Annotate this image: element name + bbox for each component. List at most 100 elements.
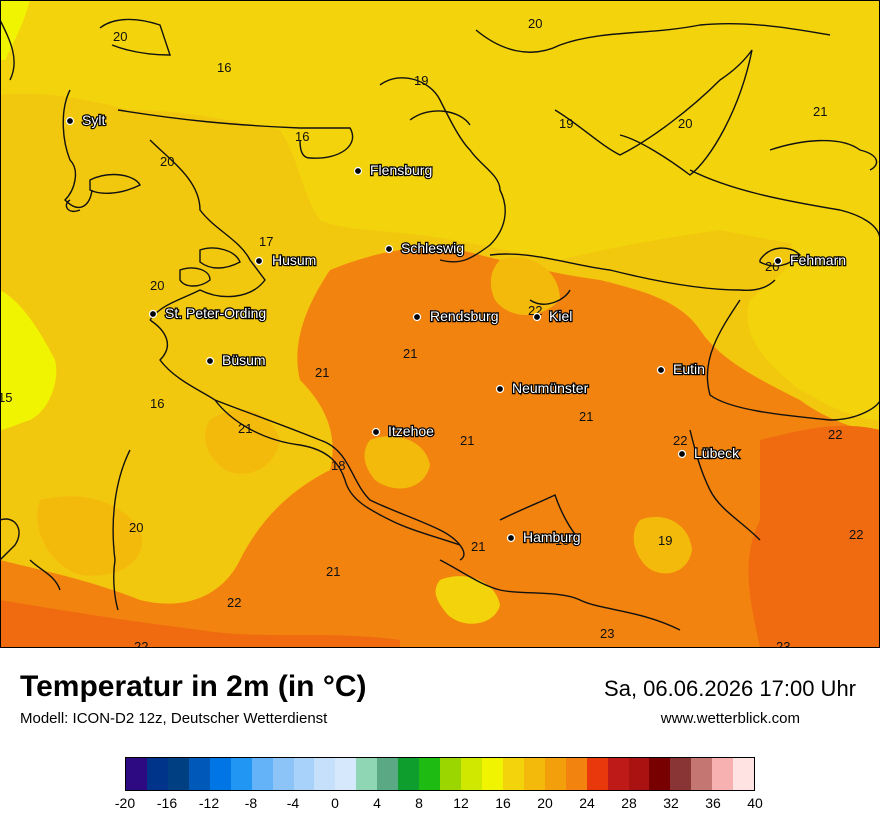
- color-legend-swatch: [146, 758, 168, 790]
- city-fehmarn[interactable]: Fehmarn: [773, 251, 847, 269]
- color-legend-swatch: [335, 758, 357, 790]
- temp-label: 23: [600, 626, 614, 641]
- sea-area-north: [0, 0, 880, 260]
- temp-label: 20: [528, 16, 542, 31]
- svg-text:Lübeck: Lübeck: [694, 445, 740, 461]
- svg-text:Schleswig: Schleswig: [401, 240, 464, 256]
- color-legend-swatch: [251, 758, 273, 790]
- temp-label: 21: [326, 564, 340, 579]
- color-legend-swatch: [586, 758, 608, 790]
- color-legend-ticks: -20 -16 -12 -8 -4 0 4 8 12 16 20 24 28 32 36 40: [0, 795, 880, 815]
- color-legend-swatch: [649, 758, 671, 790]
- city-itzehoe[interactable]: Itzehoe: [371, 422, 435, 440]
- svg-text:Rendsburg: Rendsburg: [430, 308, 499, 324]
- svg-text:Hamburg: Hamburg: [523, 529, 581, 545]
- temp-label: 20: [678, 116, 692, 131]
- temp-label: 21: [403, 346, 417, 361]
- temp-label: 22: [227, 595, 241, 610]
- color-legend-tick-label: 0: [331, 795, 339, 811]
- temp-label: 21: [460, 433, 474, 448]
- temp-label: 19: [559, 116, 573, 131]
- temp-label: 20: [113, 29, 127, 44]
- color-legend-swatch: [712, 758, 734, 790]
- color-legend-swatch: [356, 758, 378, 790]
- temp-label: 16: [217, 60, 231, 75]
- color-legend-tick-label: 4: [373, 795, 381, 811]
- temp-label: 18: [331, 458, 345, 473]
- color-legend-tick-label: 16: [495, 795, 511, 811]
- color-legend-tick-label: 24: [579, 795, 595, 811]
- temp-label: 20: [150, 278, 164, 293]
- color-legend-swatch: [670, 758, 692, 790]
- temp-label: 22: [673, 433, 687, 448]
- temp-label: 21: [471, 539, 485, 554]
- color-legend-swatch: [167, 758, 189, 790]
- svg-text:St. Peter-Ording: St. Peter-Ording: [165, 305, 266, 321]
- forecast-datetime: Sa, 06.06.2026 17:00 Uhr: [604, 676, 856, 701]
- svg-text:Itzehoe: Itzehoe: [388, 423, 434, 439]
- city-buesum[interactable]: Büsum: [205, 351, 267, 369]
- color-legend-tick-label: 32: [663, 795, 679, 811]
- svg-text:Sylt: Sylt: [82, 112, 105, 128]
- color-legend-tick-label: 12: [453, 795, 469, 811]
- svg-text:Fehmarn: Fehmarn: [790, 252, 846, 268]
- footer: Temperatur in 2m (in °C) Modell: ICON-D2…: [0, 648, 880, 830]
- color-legend-swatch: [481, 758, 503, 790]
- color-legend-swatch: [607, 758, 629, 790]
- city-schleswig[interactable]: Schleswig: [384, 239, 465, 257]
- hotspot-east: [748, 425, 880, 648]
- temp-label: 17: [259, 234, 273, 249]
- temp-label: 23: [776, 639, 790, 648]
- color-legend-swatch: [440, 758, 461, 790]
- color-legend-swatch: [126, 758, 147, 790]
- color-legend-tick-label: -4: [286, 795, 300, 811]
- temp-label: 16: [150, 396, 164, 411]
- color-legend-swatch: [628, 758, 650, 790]
- temperature-value-labels: 20 16 19 20 19 20 21 16 20 17 20 22 21 2…: [0, 16, 863, 648]
- color-legend-tick-label: -20: [114, 795, 136, 811]
- color-legend-swatch: [314, 758, 336, 790]
- hotspot-south: [0, 600, 400, 648]
- svg-text:Flensburg: Flensburg: [370, 162, 432, 178]
- temp-label: 21: [579, 409, 593, 424]
- city-husum[interactable]: Husum: [254, 251, 318, 269]
- city-luebeck[interactable]: Lübeck: [677, 444, 741, 462]
- city-rendsburg[interactable]: Rendsburg: [412, 307, 500, 325]
- city-st-peter-ording[interactable]: St. Peter-Ording: [148, 304, 267, 322]
- color-legend-tick-label: 40: [747, 795, 763, 811]
- city-hamburg[interactable]: Hamburg: [506, 528, 582, 546]
- temp-label: 21: [238, 421, 252, 436]
- sea-area-west: [0, 290, 57, 430]
- city-kiel[interactable]: Kiel: [532, 307, 574, 325]
- svg-text:Neumünster: Neumünster: [512, 380, 589, 396]
- color-legend-tick-label: -12: [198, 795, 220, 811]
- map-title: Temperatur in 2m (in °C): [20, 670, 367, 703]
- color-legend-swatch: [188, 758, 210, 790]
- temp-label: 22: [134, 639, 148, 648]
- city-neumuenster[interactable]: Neumünster: [495, 379, 590, 397]
- city-eutin[interactable]: Eutin: [656, 360, 706, 378]
- color-legend-swatch: [293, 758, 315, 790]
- city-flensburg[interactable]: Flensburg: [353, 161, 433, 179]
- color-legend-swatch: [544, 758, 566, 790]
- color-legend-swatch: [230, 758, 252, 790]
- color-legend-swatch: [502, 758, 524, 790]
- svg-text:Husum: Husum: [272, 252, 316, 268]
- svg-text:Büsum: Büsum: [222, 352, 266, 368]
- temp-label: 18: [555, 533, 569, 548]
- temp-label: 15: [0, 390, 12, 405]
- color-legend-swatch: [461, 758, 482, 790]
- temp-label: 16: [295, 129, 309, 144]
- temp-label: 22: [828, 427, 842, 442]
- website-link[interactable]: www.wetterblick.com: [660, 710, 800, 727]
- coastlines: [0, 18, 880, 631]
- city-sylt[interactable]: Sylt: [65, 111, 107, 129]
- color-legend-swatch: [209, 758, 231, 790]
- sea-area-east: [700, 0, 880, 420]
- temp-label: 20: [129, 520, 143, 535]
- temperature-map: 20 16 19 20 19 20 21 16 20 17 20 22 21 2…: [0, 0, 880, 648]
- svg-text:Eutin: Eutin: [673, 361, 705, 377]
- temp-label: 19: [658, 533, 672, 548]
- color-legend-swatch: [419, 758, 441, 790]
- svg-text:Kiel: Kiel: [549, 308, 572, 324]
